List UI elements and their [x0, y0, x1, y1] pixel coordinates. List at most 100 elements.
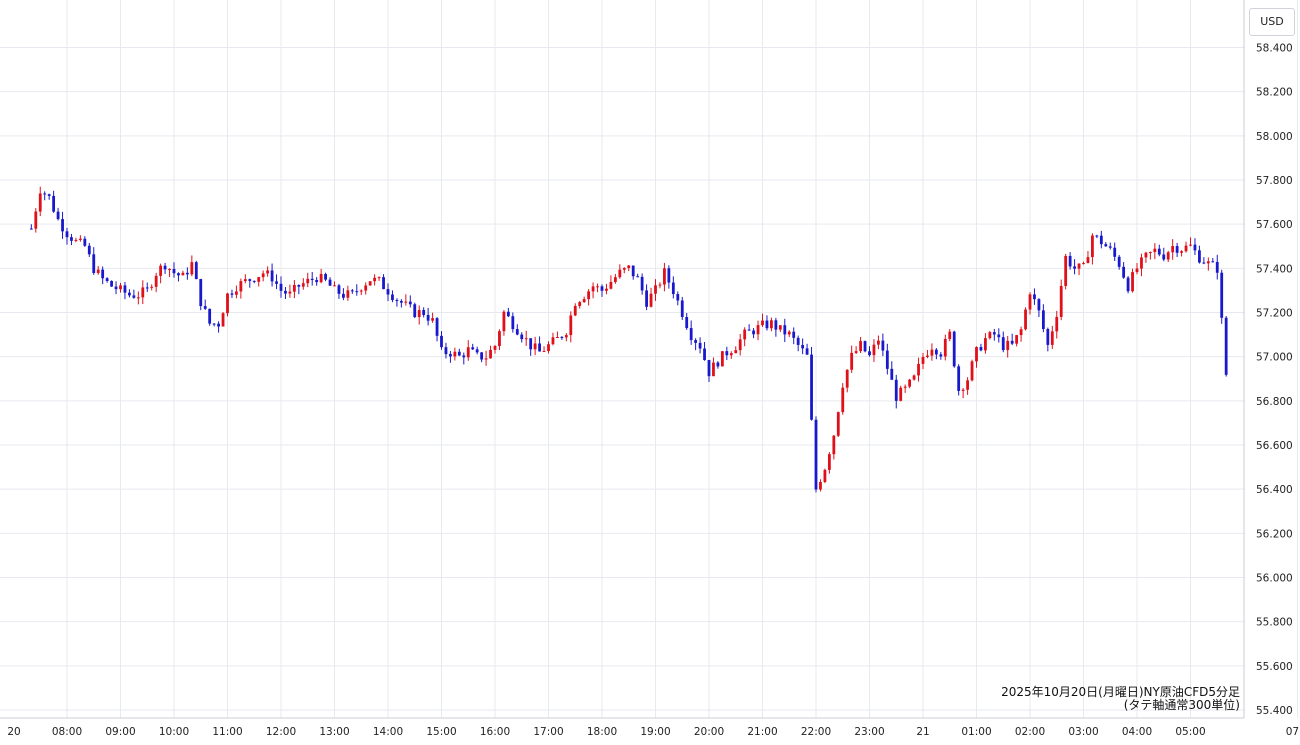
candle-down	[203, 306, 207, 309]
candle-down	[475, 349, 479, 353]
candle-up	[547, 344, 550, 352]
candle-down	[1113, 247, 1117, 257]
candle-up	[1019, 329, 1023, 336]
candle-down	[449, 354, 452, 357]
candle-up	[1166, 252, 1170, 260]
candle-up	[533, 343, 537, 350]
y-tick-label: 57.000	[1256, 352, 1293, 364]
candle-down	[480, 352, 484, 360]
candle-up	[738, 339, 742, 351]
candle-up	[613, 277, 617, 283]
candle-down	[114, 286, 118, 290]
y-tick-label: 55.600	[1256, 661, 1293, 673]
candle-down	[83, 238, 87, 246]
candle-down	[70, 237, 73, 241]
candle-down	[1126, 277, 1130, 292]
candle-down	[145, 287, 149, 289]
x-tick-label: 18:00	[587, 726, 617, 738]
x-tick-label: 15:00	[426, 726, 456, 738]
candle-down	[1095, 235, 1099, 237]
currency-unit-label[interactable]: USD	[1249, 8, 1295, 36]
candle-up	[96, 269, 100, 273]
candle-down	[163, 265, 167, 270]
candle-up	[288, 291, 292, 294]
candle-up	[556, 336, 559, 338]
candle-up	[832, 435, 836, 455]
candle-down	[185, 272, 189, 275]
candle-down	[529, 338, 533, 350]
candle-down	[230, 293, 234, 295]
y-tick-label: 58.400	[1256, 43, 1293, 55]
candle-up	[988, 332, 992, 339]
candle-down	[105, 278, 109, 282]
candle-up	[649, 293, 653, 307]
candle-up	[141, 287, 145, 298]
y-tick-label: 56.400	[1256, 484, 1293, 496]
candle-down	[43, 193, 47, 195]
candle-up	[364, 285, 368, 291]
candle-down	[631, 265, 635, 277]
candle-down	[1033, 294, 1036, 300]
candle-layer	[29, 186, 1228, 493]
candle-down	[457, 351, 461, 356]
candle-up	[235, 291, 238, 295]
candle-down	[462, 355, 466, 358]
candle-up	[1050, 331, 1054, 345]
candle-down	[1224, 317, 1228, 375]
y-tick-label: 56.000	[1256, 573, 1293, 585]
candle-down	[65, 231, 69, 238]
candle-up	[970, 361, 974, 381]
candle-down	[645, 290, 648, 307]
candle-up	[377, 277, 381, 279]
candle-down	[1220, 272, 1224, 318]
x-tick-label: 03:00	[1068, 726, 1098, 738]
candle-down	[640, 276, 644, 291]
candle-up	[877, 340, 880, 345]
candle-up	[1015, 335, 1019, 344]
candle-down	[435, 318, 439, 336]
candle-up	[926, 355, 929, 357]
candle-down	[805, 348, 809, 355]
candle-down	[1122, 266, 1126, 278]
candle-down	[315, 279, 319, 283]
candle-down	[511, 316, 515, 330]
candle-up	[1206, 261, 1210, 264]
candle-up	[261, 273, 265, 278]
candle-up	[306, 278, 310, 284]
candle-down	[814, 419, 818, 490]
candle-up	[930, 349, 934, 356]
candle-down	[952, 331, 956, 367]
candle-up	[712, 362, 715, 377]
x-tick-label: 16:00	[480, 726, 510, 738]
candle-up	[720, 351, 724, 367]
y-tick-label: 57.800	[1256, 175, 1293, 187]
y-tick-label: 57.400	[1256, 263, 1293, 275]
candle-up	[404, 301, 408, 303]
candle-down	[252, 280, 256, 282]
candle-down	[747, 329, 751, 331]
candle-down	[680, 300, 684, 318]
y-tick-label: 56.200	[1256, 528, 1293, 540]
candle-down	[506, 311, 510, 317]
x-tick-label: 10:00	[159, 726, 189, 738]
candle-up	[243, 279, 247, 282]
y-tick-label: 58.000	[1256, 131, 1293, 143]
candle-up	[78, 238, 82, 240]
candle-up	[1082, 263, 1085, 265]
candle-up	[1189, 244, 1192, 246]
candle-up	[498, 331, 501, 347]
candle-up	[136, 297, 140, 299]
candle-up	[908, 379, 912, 387]
candle-down	[1099, 235, 1103, 245]
y-tick-label: 56.800	[1256, 396, 1293, 408]
candle-down	[471, 347, 475, 350]
candle-down	[934, 349, 938, 355]
candle-up	[319, 273, 323, 283]
candle-up	[168, 268, 171, 270]
candle-down	[1157, 248, 1161, 255]
candle-up	[373, 277, 377, 282]
candle-up	[150, 286, 154, 288]
candle-down	[1001, 337, 1005, 351]
candle-up	[466, 347, 470, 358]
candle-down	[440, 335, 443, 348]
